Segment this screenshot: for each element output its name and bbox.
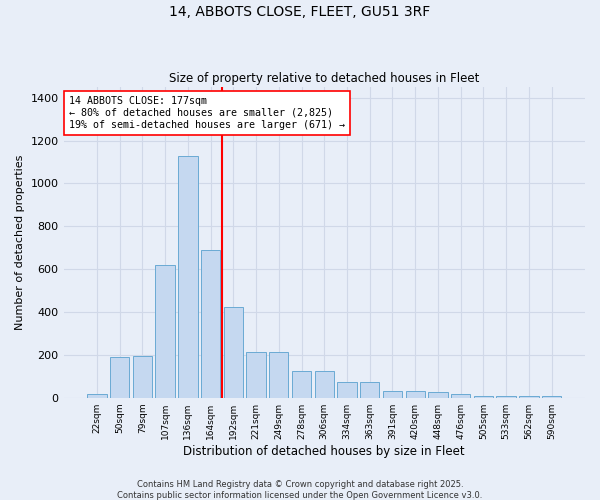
Bar [201, 250, 220, 398]
Bar [496, 396, 516, 398]
Bar [360, 382, 379, 398]
Bar [110, 357, 130, 398]
Bar [314, 371, 334, 398]
Bar [383, 392, 402, 398]
Bar [247, 352, 266, 398]
Bar [337, 382, 356, 398]
Text: 14 ABBOTS CLOSE: 177sqm
← 80% of detached houses are smaller (2,825)
19% of semi: 14 ABBOTS CLOSE: 177sqm ← 80% of detache… [69, 96, 345, 130]
Bar [406, 392, 425, 398]
Bar [133, 356, 152, 398]
Bar [519, 396, 539, 398]
Bar [474, 396, 493, 398]
Bar [292, 371, 311, 398]
Text: Contains HM Land Registry data © Crown copyright and database right 2025.
Contai: Contains HM Land Registry data © Crown c… [118, 480, 482, 500]
Bar [178, 156, 197, 398]
Title: Size of property relative to detached houses in Fleet: Size of property relative to detached ho… [169, 72, 479, 85]
X-axis label: Distribution of detached houses by size in Fleet: Distribution of detached houses by size … [184, 444, 465, 458]
Text: 14, ABBOTS CLOSE, FLEET, GU51 3RF: 14, ABBOTS CLOSE, FLEET, GU51 3RF [169, 5, 431, 19]
Bar [269, 352, 289, 398]
Bar [87, 394, 107, 398]
Bar [428, 392, 448, 398]
Bar [155, 265, 175, 398]
Bar [542, 396, 561, 398]
Y-axis label: Number of detached properties: Number of detached properties [15, 154, 25, 330]
Bar [451, 394, 470, 398]
Bar [224, 306, 243, 398]
